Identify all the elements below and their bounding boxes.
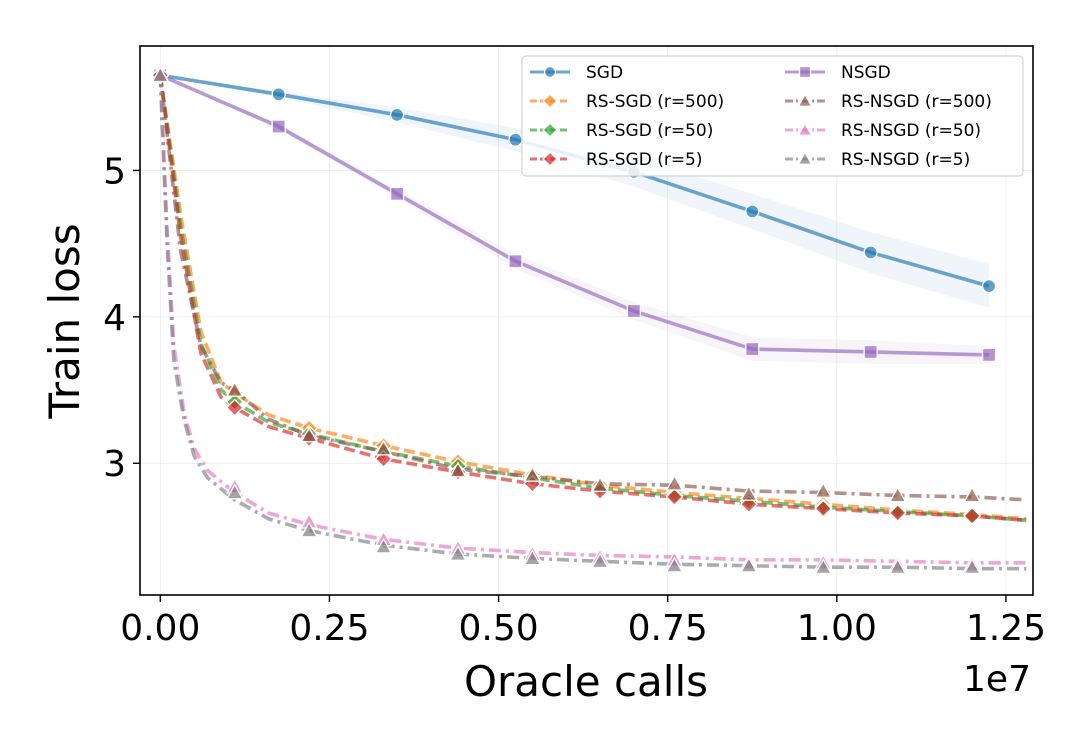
x-tick-label: 0.50 [458,608,538,649]
legend-item-sgd: SGD [530,63,623,83]
marker-sgd [508,132,523,147]
marker-rs-nsgd-r-500 [814,481,833,498]
marker-rs-nsgd-r-5 [888,558,907,575]
legend-marker [797,122,813,136]
axis-ticks: 0.00 0.25 0.50 0.75 1.00 1.25 3 4 5 [103,151,1046,649]
legend-label: RS-NSGD (r=50) [841,121,981,141]
marker-rs-nsgd-r-500 [225,380,244,397]
legend-marker [542,151,558,167]
legend-item-rs-sgd-r-5: RS-SGD (r=5) [530,150,703,170]
marker-rs-nsgd-r-500 [591,476,609,493]
marker-rs-nsgd-r-500 [449,461,467,478]
marker-rs-sgd-r-5 [225,398,244,417]
marker-nsgd [745,341,760,357]
legend-label: RS-NSGD (r=500) [841,92,992,112]
marker-sgd [981,278,997,294]
x-tick-label: 1.00 [797,608,877,649]
marker-rs-nsgd-r-5 [300,521,319,538]
marker-rs-nsgd-r-5 [814,558,833,575]
x-tick-label: 1.25 [966,608,1046,649]
marker-rs-nsgd-r-500 [374,439,393,456]
marker-nsgd [863,344,878,360]
marker-nsgd [626,303,642,319]
line-rs-sgd-r-50 [158,75,1027,523]
marker-sgd [271,87,286,102]
legend: SGD RS-SGD (r=500) RS-SGD (r=50) RS-SGD (r=… [521,55,1024,177]
legend-marker [798,65,812,79]
legend-item-nsgd: NSGD [785,63,891,83]
legend-marker [543,65,557,79]
legend-box [521,55,1024,177]
x-axis-offset-label: 1e7 [963,659,1031,700]
line-nsgd [159,73,990,357]
legend-label: NSGD [841,63,891,83]
marker-rs-sgd-r-5 [963,506,982,525]
legend-item-rs-sgd-r-500: RS-SGD (r=500) [530,92,724,112]
marker-rs-nsgd-r-5 [374,537,393,554]
marker-sgd [745,204,760,219]
marker-sgd [389,107,405,122]
marker-rs-nsgd-r-500 [739,484,758,501]
marker-rs-nsgd-r-5 [523,549,542,566]
legend-label: RS-NSGD (r=5) [841,150,970,170]
marker-rs-sgd-r-5 [888,503,907,523]
x-tick-label: 0.75 [628,608,708,649]
plot-area-frame [139,45,1034,596]
line-rs-nsgd-r-500 [158,75,1027,502]
series-markers [151,66,997,575]
legend-item-rs-nsgd-r-500: RS-NSGD (r=500) [785,92,992,112]
legend-marker [797,151,813,165]
y-axis-label: Train loss [40,223,89,419]
marker-rs-nsgd-r-500 [888,486,907,503]
marker-sgd [863,245,878,260]
x-tick-label: 0.00 [120,608,200,649]
marker-rs-nsgd-r-5 [225,483,244,500]
y-tick-label: 3 [103,444,126,485]
marker-rs-nsgd-r-500 [523,465,542,482]
marker-nsgd [271,119,286,134]
marker-rs-nsgd-r-500 [963,486,982,503]
marker-rs-nsgd-r-5 [963,558,982,575]
legend-marker [542,93,558,109]
marker-rs-nsgd-r-500 [300,426,319,443]
legend-label: RS-SGD (r=50) [586,121,713,141]
marker-rs-nsgd-r-5 [739,556,758,573]
legend-item-rs-nsgd-r-50: RS-NSGD (r=50) [785,121,981,141]
legend-label: RS-SGD (r=500) [586,92,724,112]
legend-label: SGD [586,63,623,83]
marker-nsgd [981,347,997,363]
marker-rs-nsgd-r-5 [591,552,609,569]
marker-nsgd [508,254,523,269]
x-axis-label: Oracle calls [464,657,708,706]
legend-label: RS-SGD (r=5) [586,150,703,170]
y-tick-label: 5 [103,151,126,192]
legend-item-rs-nsgd-r-5: RS-NSGD (r=5) [785,150,970,170]
marker-rs-nsgd-r-5 [665,556,684,573]
marker-rs-nsgd-r-500 [665,474,684,491]
marker-rs-nsgd-r-5 [151,66,170,83]
marker-rs-sgd-r-5 [814,499,833,518]
marker-rs-sgd-r-5 [665,487,684,506]
legend-item-rs-sgd-r-50: RS-SGD (r=50) [530,121,713,141]
marker-rs-nsgd-r-5 [449,544,467,561]
x-tick-label: 0.25 [289,608,369,649]
y-tick-label: 4 [103,298,126,339]
marker-nsgd [389,186,405,202]
legend-marker [797,93,813,107]
legend-marker [542,122,558,138]
